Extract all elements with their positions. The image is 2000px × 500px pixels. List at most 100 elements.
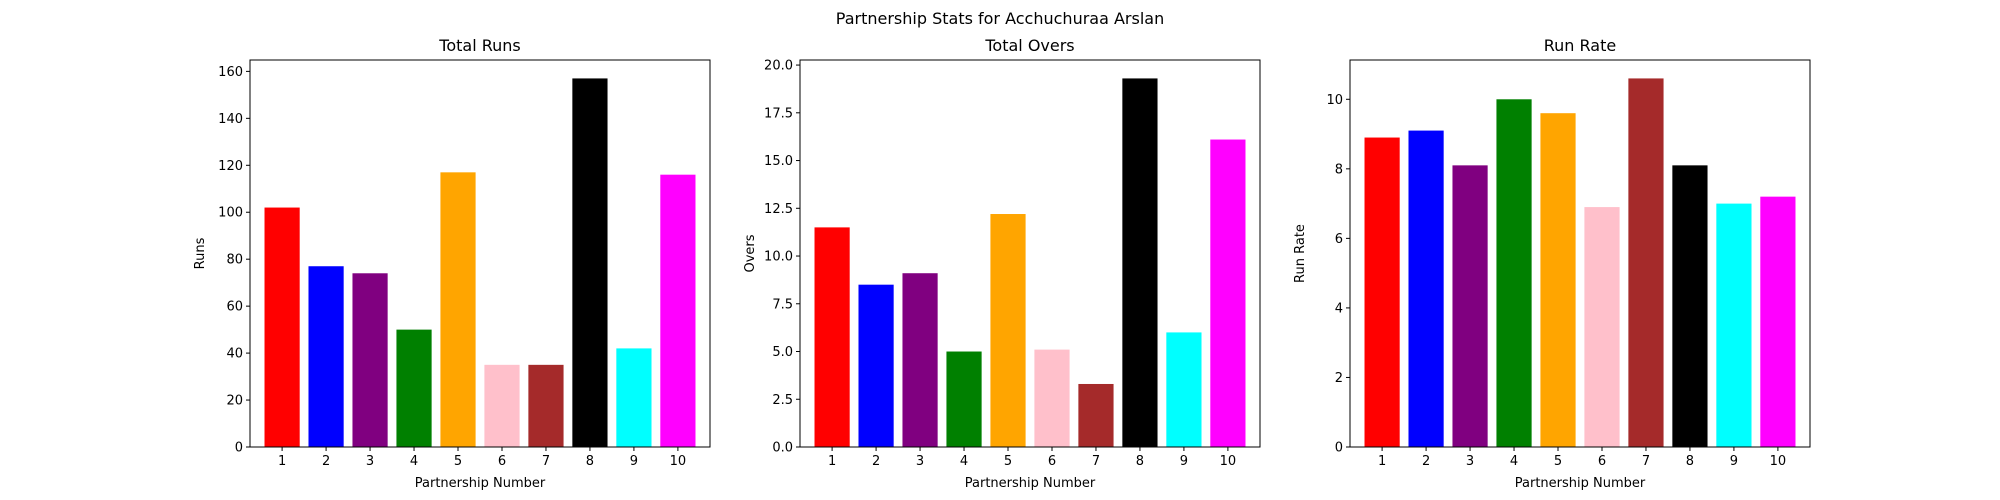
bar-1 <box>264 207 300 447</box>
y-tick-label: 60 <box>226 300 243 315</box>
bar-4 <box>396 329 432 447</box>
bar-3 <box>902 273 938 447</box>
y-tick-label: 100 <box>218 206 243 221</box>
y-tick-label: 4 <box>1335 301 1343 316</box>
y-tick-label: 120 <box>218 159 243 174</box>
y-tick-label: 10.0 <box>764 250 793 265</box>
x-tick-label: 10 <box>1770 454 1787 469</box>
x-tick-label: 8 <box>586 454 594 469</box>
bar-3 <box>1452 165 1488 448</box>
bar-7 <box>1628 78 1664 447</box>
x-tick-label: 4 <box>1510 454 1518 469</box>
x-axis-label: Partnership Number <box>415 476 546 491</box>
x-tick-label: 5 <box>1004 454 1012 469</box>
panel-title: Total Overs <box>984 36 1074 55</box>
x-tick-label: 9 <box>1180 454 1188 469</box>
panel-total-overs: Total Overs Partnership Number Overs 1 2 3… <box>743 36 1261 491</box>
y-tick-label: 0 <box>1335 441 1343 456</box>
y-ticks: 0 20 40 60 80 100 120 140 160 <box>218 65 250 456</box>
plot-frame <box>249 59 711 448</box>
x-tick-label: 5 <box>454 454 462 469</box>
x-tick-label: 7 <box>1642 454 1650 469</box>
bar-7 <box>1078 383 1114 447</box>
y-tick-label: 80 <box>226 253 243 268</box>
plot-frame <box>1349 59 1811 448</box>
x-tick-label: 10 <box>1220 454 1237 469</box>
x-tick-label: 6 <box>1598 454 1606 469</box>
y-axis-label: Overs <box>743 234 758 272</box>
y-tick-label: 7.5 <box>772 297 793 312</box>
bar-1 <box>1364 137 1400 448</box>
bar-3 <box>352 273 388 447</box>
y-tick-label: 40 <box>226 347 243 362</box>
bar-8 <box>1122 78 1158 447</box>
y-axis-label: Runs <box>193 237 208 269</box>
x-tick-label: 3 <box>1466 454 1474 469</box>
y-tick-label: 20 <box>226 394 243 409</box>
y-tick-label: 0.0 <box>772 441 793 456</box>
bar-5 <box>990 214 1026 447</box>
y-tick-label: 8 <box>1335 162 1343 177</box>
bar-4 <box>946 351 982 447</box>
x-tick-label: 2 <box>872 454 880 469</box>
y-tick-label: 160 <box>218 65 243 80</box>
panel-run-rate: Run Rate Partnership Number Run Rate 1 2 3… <box>1293 36 1811 491</box>
x-axis-label: Partnership Number <box>965 476 1096 491</box>
plot-frame <box>799 59 1261 448</box>
x-tick-label: 7 <box>542 454 550 469</box>
y-tick-label: 2.5 <box>772 393 793 408</box>
bar-1 <box>814 227 850 447</box>
x-tick-label: 5 <box>1554 454 1562 469</box>
bar-6 <box>1034 349 1070 447</box>
y-tick-label: 17.5 <box>764 106 793 121</box>
x-ticks: 1 2 3 4 5 6 7 8 9 10 <box>1378 447 1786 469</box>
bar-6 <box>1584 207 1620 447</box>
x-tick-label: 9 <box>1730 454 1738 469</box>
bar-8 <box>1672 165 1708 448</box>
x-tick-label: 3 <box>916 454 924 469</box>
x-tick-label: 8 <box>1686 454 1694 469</box>
figure-suptitle: Partnership Stats for Acchuchuraa Arslan <box>836 9 1164 28</box>
bar-7 <box>528 364 564 447</box>
x-tick-label: 6 <box>498 454 506 469</box>
bar-10 <box>1760 196 1796 447</box>
x-ticks: 1 2 3 4 5 6 7 8 9 10 <box>278 447 686 469</box>
x-axis-label: Partnership Number <box>1515 476 1646 491</box>
y-axis-label: Run Rate <box>1293 224 1308 283</box>
bar-9 <box>616 348 652 447</box>
panel-title: Run Rate <box>1544 36 1616 55</box>
x-tick-label: 1 <box>278 454 286 469</box>
x-tick-label: 7 <box>1092 454 1100 469</box>
bar-4 <box>1496 99 1532 447</box>
bar-2 <box>1408 130 1444 447</box>
x-tick-label: 1 <box>1378 454 1386 469</box>
y-tick-label: 15.0 <box>764 154 793 169</box>
bar-10 <box>660 174 696 448</box>
bar-5 <box>440 172 476 447</box>
y-tick-label: 6 <box>1335 232 1343 247</box>
x-tick-label: 1 <box>828 454 836 469</box>
bar-10 <box>1210 139 1246 447</box>
bar-5 <box>1540 113 1576 447</box>
x-tick-label: 9 <box>630 454 638 469</box>
y-tick-label: 2 <box>1335 371 1343 386</box>
x-tick-label: 2 <box>1422 454 1430 469</box>
y-tick-label: 0 <box>235 441 243 456</box>
panel-title: Total Runs <box>438 36 520 55</box>
y-tick-label: 20.0 <box>764 59 793 74</box>
bar-2 <box>308 266 344 447</box>
x-tick-label: 3 <box>366 454 374 469</box>
x-tick-label: 4 <box>960 454 968 469</box>
y-tick-label: 10 <box>1326 93 1343 108</box>
bar-8 <box>572 78 608 447</box>
y-ticks: 0 2 4 6 8 10 <box>1326 93 1350 456</box>
bar-group <box>814 78 1246 447</box>
bar-9 <box>1716 203 1752 447</box>
y-ticks: 0.0 2.5 5.0 7.5 10.0 12.5 15.0 17.5 20.0 <box>764 59 800 456</box>
bar-group <box>1364 78 1796 448</box>
bar-2 <box>858 284 894 447</box>
y-tick-label: 5.0 <box>772 345 793 360</box>
bar-6 <box>484 364 520 447</box>
y-tick-label: 12.5 <box>764 202 793 217</box>
